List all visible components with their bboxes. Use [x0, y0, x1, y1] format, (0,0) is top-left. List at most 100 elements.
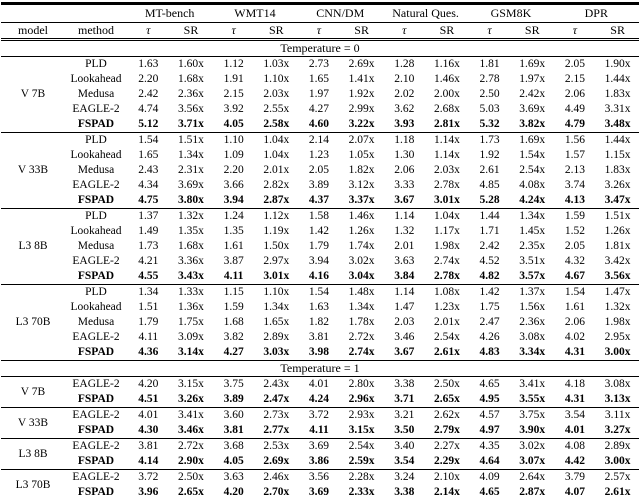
value-cell: 3.46x [178, 424, 204, 436]
value-cell: 2.69x [263, 455, 290, 467]
value-cell: 2.99x [348, 103, 375, 115]
value-cell: 2.79x [433, 424, 460, 436]
value-cell: 3.60 [212, 407, 255, 423]
value-cell: 2.29x [433, 455, 460, 467]
table-row: Medusa 2.42 2.36x 2.15 2.03x 1.97 1.92x 2.02 2.0… [1, 87, 639, 102]
method-cell: PLD [65, 132, 127, 148]
sr-header: SR [183, 23, 199, 37]
value-cell: 2.87x [519, 486, 546, 498]
value-cell: 4.64 [479, 455, 500, 467]
value-cell: 3.92 [223, 103, 244, 115]
value-cell: 1.45x [519, 225, 546, 237]
table-row: V 7B PLD 1.63 1.60x 1.12 1.03x 2.73 2.69x 1.28 1.… [1, 56, 639, 133]
value-cell: 3.02x [348, 255, 375, 267]
tau-header: τ [572, 23, 578, 37]
benchmark-header-dpr: DPR [553, 3, 639, 23]
value-cell: 4.07 [564, 486, 585, 498]
value-cell: 1.26x [604, 225, 631, 237]
value-cell: 3.56 [297, 469, 341, 485]
value-cell: 2.59x [348, 455, 375, 467]
value-cell: 1.04x [254, 132, 298, 148]
value-cell: 2.06 [564, 316, 585, 328]
value-cell: 1.51x [169, 132, 213, 148]
table-row: L3 70B PLD 1.34 1.33x 1.15 1.10x 1.54 1.48x 1.14… [1, 284, 639, 361]
tau-header: τ [402, 23, 407, 37]
value-cell: 2.42 [138, 88, 159, 100]
value-cell: 1.75 [479, 301, 500, 313]
value-cell: 3.98 [308, 346, 330, 358]
value-cell: 3.55x [519, 393, 546, 405]
value-cell: 2.05 [308, 164, 330, 176]
value-cell: 3.34x [519, 346, 546, 358]
value-cell: 1.36x [178, 301, 204, 313]
value-cell: 4.97 [479, 424, 500, 436]
value-cell: 4.05 [223, 455, 244, 467]
table-row: L3 8B PLD 1.37 1.32x 1.24 1.12x 1.58 1.46x 1.14 1… [1, 208, 639, 285]
table-row: EAGLE-2 4.11 3.09x 3.82 2.89x 3.81 2.72x 3.46 2.… [1, 330, 639, 345]
value-cell: 3.67 [394, 346, 415, 358]
value-cell: 2.80x [340, 376, 383, 392]
value-cell: 3.94 [223, 194, 244, 206]
benchmark-header-cnn-dm: CNN/DM [297, 3, 383, 23]
table-row: L3 8B EAGLE-2 3.81 2.72x 3.68 2.53x 3.69 2.54x 3… [1, 438, 639, 470]
value-cell: 2.03x [263, 88, 290, 100]
method-cell: EAGLE-2 [65, 376, 127, 392]
table-row: FSPAD 4.75 3.80x 3.94 2.87x 4.37 3.37x 3.67 3.01… [1, 193, 639, 209]
value-cell: 2.06 [394, 164, 415, 176]
value-cell: 1.82 [308, 316, 330, 328]
value-cell: 1.47 [394, 301, 415, 313]
value-cell: 2.61x [433, 346, 460, 358]
value-cell: 3.36x [178, 255, 204, 267]
value-cell: 4.26 [479, 331, 500, 343]
value-cell: 3.00x [604, 346, 631, 358]
value-cell: 3.31x [604, 103, 631, 115]
value-cell: 2.95x [604, 331, 631, 343]
value-cell: 3.37x [348, 194, 375, 206]
value-cell: 4.35 [468, 438, 511, 454]
value-cell: 1.26x [348, 225, 375, 237]
value-cell: 3.75 [212, 376, 255, 392]
value-cell: 3.79 [553, 469, 597, 485]
value-cell: 1.92x [348, 88, 375, 100]
value-cell: 3.71x [178, 118, 204, 130]
value-cell: 4.65 [468, 376, 511, 392]
value-cell: 1.65x [263, 316, 290, 328]
value-cell: 2.65x [178, 486, 204, 498]
value-cell: 4.11 [309, 424, 329, 436]
value-cell: 2.47 [479, 316, 500, 328]
value-cell: 3.68 [212, 438, 255, 454]
sr-header: SR [524, 23, 540, 37]
sr-header: SR [439, 23, 455, 37]
method-header: method [78, 23, 114, 37]
value-cell: 3.93 [394, 118, 415, 130]
value-cell: 1.44x [604, 73, 631, 85]
method-cell: FSPAD [77, 486, 115, 498]
value-cell: 2.47x [263, 393, 290, 405]
value-cell: 2.06 [564, 88, 585, 100]
value-cell: 1.81x [604, 240, 631, 252]
model-cell: L3 70B [1, 284, 65, 361]
method-cell: Medusa [77, 316, 115, 328]
table-row: Lookahead 1.49 1.35x 1.35 1.19x 1.42 1.26x 1.32… [1, 224, 639, 239]
value-cell: 2.90x [178, 455, 204, 467]
value-cell: 3.82 [223, 331, 244, 343]
value-cell: 1.51x [596, 208, 639, 224]
value-cell: 4.20 [223, 486, 244, 498]
value-cell: 3.46 [394, 331, 415, 343]
table-row: EAGLE-2 4.34 3.69x 3.66 2.82x 3.89 3.12x 3.33 2.… [1, 178, 639, 193]
value-cell: 3.15x [169, 376, 213, 392]
value-cell: 1.57 [564, 149, 585, 161]
value-cell: 1.54 [297, 284, 341, 300]
value-cell: 4.83 [479, 346, 500, 358]
value-cell: 2.72x [169, 438, 213, 454]
value-cell: 3.26x [178, 393, 204, 405]
benchmark-header-wmt14: WMT14 [212, 3, 298, 23]
value-cell: 2.05 [564, 240, 585, 252]
value-cell: 4.16 [308, 270, 330, 282]
value-cell: 1.60x [169, 56, 213, 72]
value-cell: 4.27 [223, 346, 244, 358]
value-cell: 2.54x [519, 164, 546, 176]
value-cell: 1.44 [468, 208, 511, 224]
value-cell: 3.66 [223, 179, 244, 191]
